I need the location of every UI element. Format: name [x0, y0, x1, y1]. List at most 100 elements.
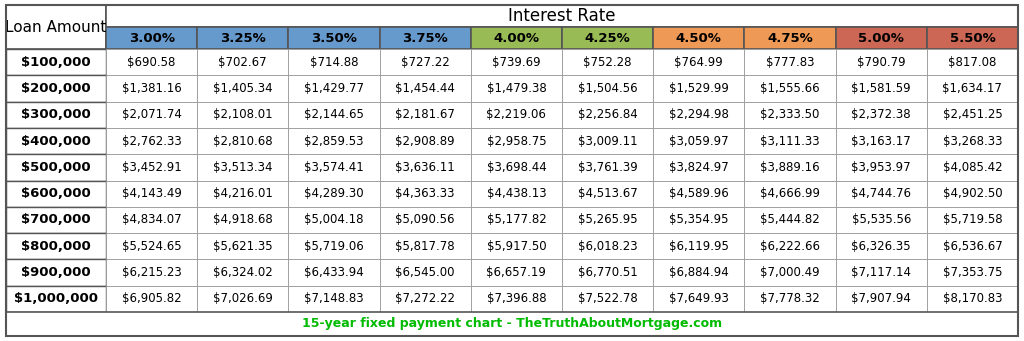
Bar	[471, 180, 562, 207]
Bar	[836, 207, 927, 233]
Text: $2,762.33: $2,762.33	[122, 135, 181, 148]
Bar	[836, 233, 927, 260]
Text: $5,524.65: $5,524.65	[122, 240, 181, 253]
Text: $6,119.95: $6,119.95	[669, 240, 729, 253]
Text: $600,000: $600,000	[22, 187, 91, 200]
Text: $702.67: $702.67	[218, 56, 267, 69]
Bar	[562, 75, 653, 102]
Bar	[289, 207, 380, 233]
Text: $6,215.23: $6,215.23	[122, 266, 181, 279]
Text: $3,513.34: $3,513.34	[213, 161, 272, 174]
Bar	[289, 49, 380, 75]
Text: $2,144.65: $2,144.65	[304, 108, 364, 121]
Bar	[653, 154, 744, 180]
Text: $3,452.91: $3,452.91	[122, 161, 181, 174]
Bar	[6, 286, 106, 312]
Text: $800,000: $800,000	[22, 240, 91, 253]
Bar	[562, 128, 653, 154]
Text: $7,026.69: $7,026.69	[213, 292, 272, 305]
Text: 3.25%: 3.25%	[220, 31, 265, 44]
Text: $3,698.44: $3,698.44	[486, 161, 546, 174]
Bar	[927, 207, 1018, 233]
Text: $2,333.50: $2,333.50	[760, 108, 819, 121]
Text: $3,111.33: $3,111.33	[760, 135, 820, 148]
Text: $4,216.01: $4,216.01	[213, 187, 272, 200]
Bar	[6, 260, 106, 286]
Bar	[198, 286, 289, 312]
Bar	[471, 260, 562, 286]
Text: $764.99: $764.99	[675, 56, 723, 69]
Text: $4,085.42: $4,085.42	[942, 161, 1002, 174]
Bar	[106, 5, 1018, 27]
Bar	[744, 128, 836, 154]
Bar	[471, 128, 562, 154]
Text: $7,522.78: $7,522.78	[578, 292, 638, 305]
Text: $5,090.56: $5,090.56	[395, 213, 455, 226]
Text: $4,589.96: $4,589.96	[669, 187, 729, 200]
Text: $1,479.38: $1,479.38	[486, 82, 546, 95]
Bar	[106, 128, 198, 154]
Text: $752.28: $752.28	[584, 56, 632, 69]
Bar	[6, 180, 106, 207]
Text: $300,000: $300,000	[22, 108, 91, 121]
Bar	[106, 102, 198, 128]
Text: $4,513.67: $4,513.67	[578, 187, 638, 200]
Bar	[562, 180, 653, 207]
Text: $3,163.17: $3,163.17	[851, 135, 911, 148]
Text: $5,535.56: $5,535.56	[852, 213, 911, 226]
Text: $2,071.74: $2,071.74	[122, 108, 181, 121]
Text: $690.58: $690.58	[127, 56, 176, 69]
Text: $500,000: $500,000	[22, 161, 91, 174]
Bar	[198, 260, 289, 286]
Bar	[380, 233, 471, 260]
Text: 5.50%: 5.50%	[949, 31, 995, 44]
Bar	[836, 128, 927, 154]
Text: $1,555.66: $1,555.66	[760, 82, 820, 95]
Bar	[653, 75, 744, 102]
Bar	[927, 180, 1018, 207]
Text: $2,294.98: $2,294.98	[669, 108, 729, 121]
Text: $2,451.25: $2,451.25	[942, 108, 1002, 121]
Bar	[836, 286, 927, 312]
Text: $2,219.06: $2,219.06	[486, 108, 547, 121]
Bar	[6, 5, 106, 49]
Text: $714.88: $714.88	[309, 56, 358, 69]
Text: $900,000: $900,000	[22, 266, 91, 279]
Bar	[562, 102, 653, 128]
Bar	[289, 128, 380, 154]
Text: $2,108.01: $2,108.01	[213, 108, 272, 121]
Bar	[6, 154, 106, 180]
Bar	[198, 27, 289, 49]
Bar	[653, 180, 744, 207]
Bar	[106, 27, 198, 49]
Bar	[927, 260, 1018, 286]
Text: $1,581.59: $1,581.59	[851, 82, 911, 95]
Text: 3.75%: 3.75%	[402, 31, 449, 44]
Text: $6,905.82: $6,905.82	[122, 292, 181, 305]
Text: $727.22: $727.22	[400, 56, 450, 69]
Bar	[653, 207, 744, 233]
Text: $4,834.07: $4,834.07	[122, 213, 181, 226]
Bar	[380, 260, 471, 286]
Text: $2,958.75: $2,958.75	[486, 135, 546, 148]
Bar	[744, 102, 836, 128]
Text: $7,907.94: $7,907.94	[851, 292, 911, 305]
Bar	[106, 207, 198, 233]
Text: $2,810.68: $2,810.68	[213, 135, 272, 148]
Text: 4.75%: 4.75%	[767, 31, 813, 44]
Bar	[106, 286, 198, 312]
Text: $2,859.53: $2,859.53	[304, 135, 364, 148]
Text: $6,657.19: $6,657.19	[486, 266, 547, 279]
Text: $790.79: $790.79	[857, 56, 905, 69]
Bar	[289, 102, 380, 128]
Text: 3.00%: 3.00%	[129, 31, 175, 44]
Bar	[106, 233, 198, 260]
Bar	[380, 49, 471, 75]
Text: $3,059.97: $3,059.97	[669, 135, 729, 148]
Text: $700,000: $700,000	[22, 213, 91, 226]
Text: $5,177.82: $5,177.82	[486, 213, 546, 226]
Text: $1,429.77: $1,429.77	[304, 82, 364, 95]
Text: $5,917.50: $5,917.50	[486, 240, 546, 253]
Bar	[836, 180, 927, 207]
Bar	[836, 102, 927, 128]
